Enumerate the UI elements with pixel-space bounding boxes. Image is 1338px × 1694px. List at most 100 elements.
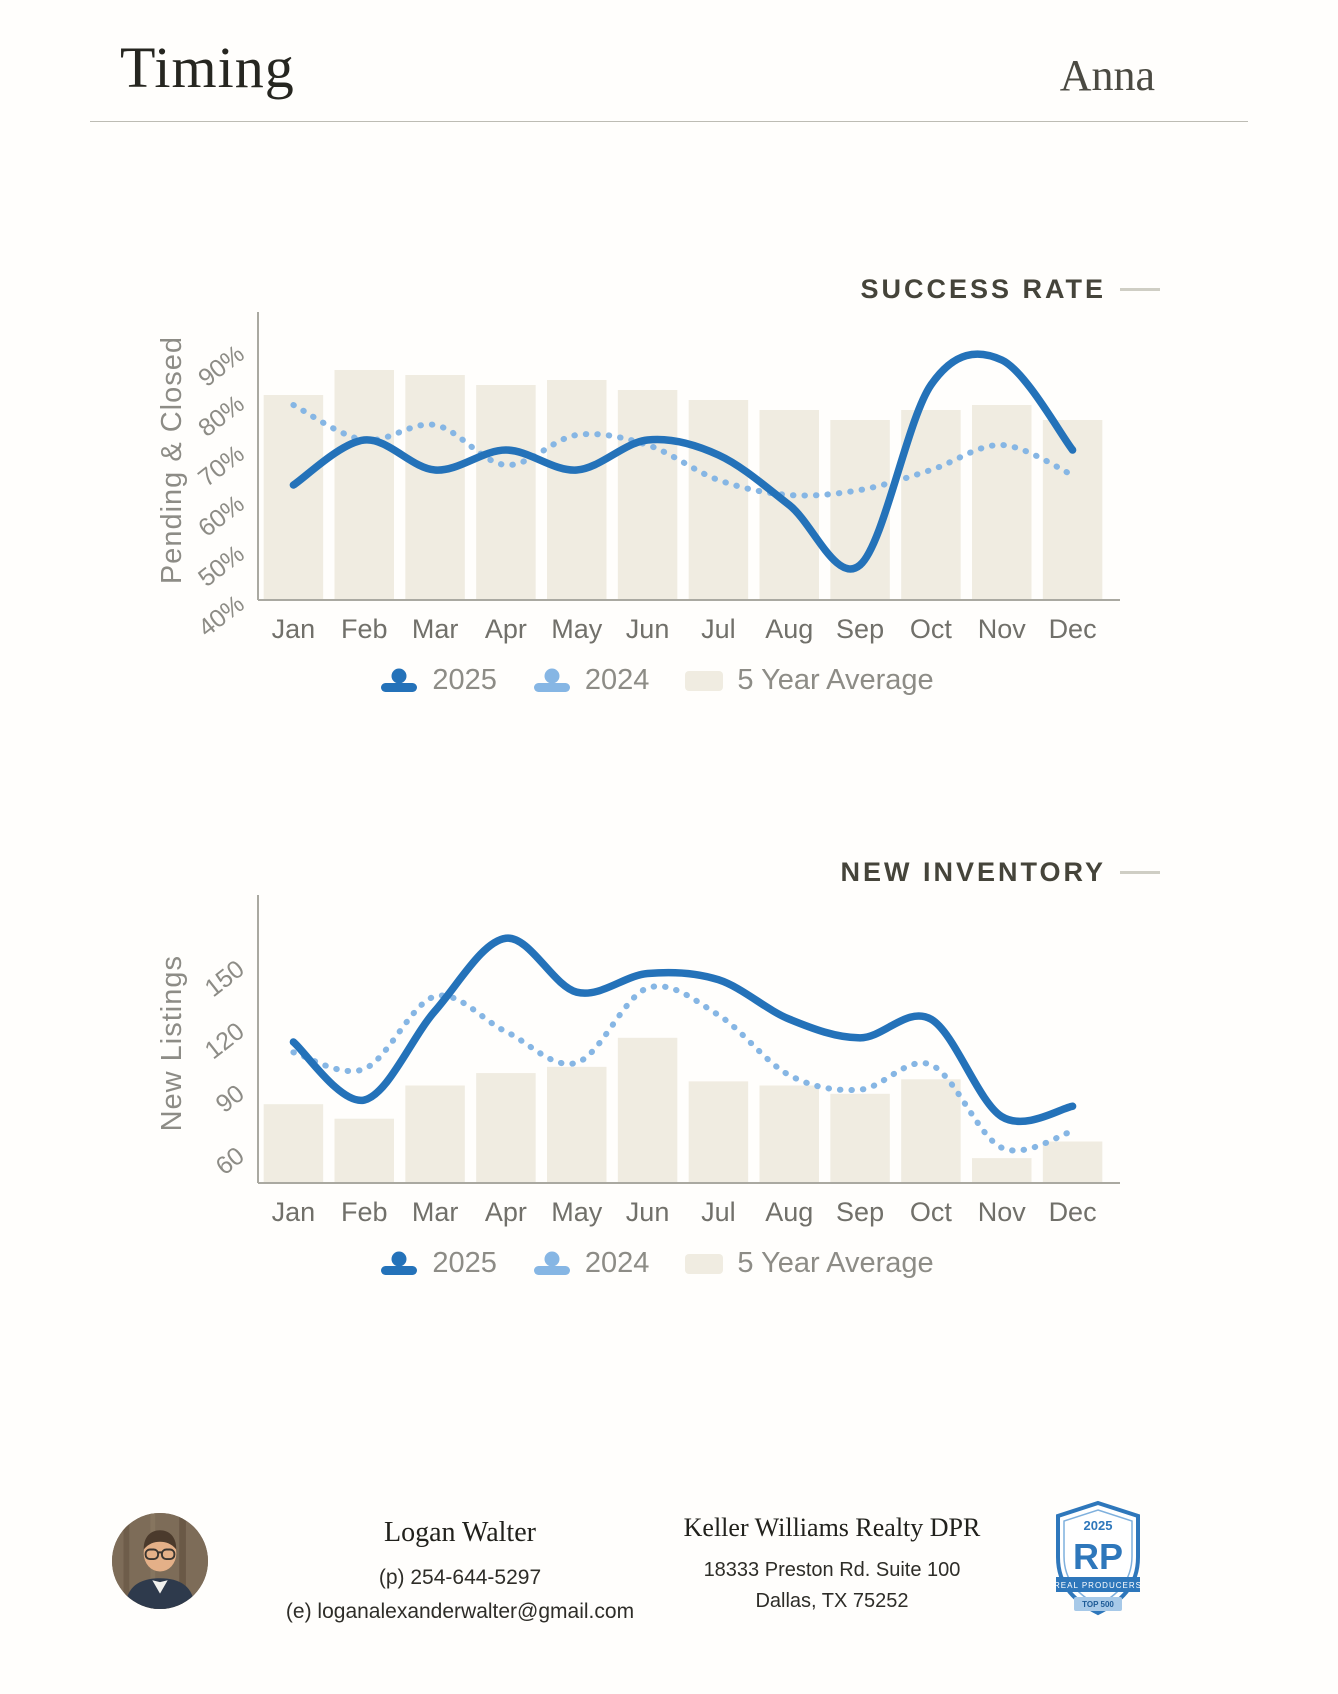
bar-Mar xyxy=(405,1085,465,1183)
office-info: Keller Williams Realty DPR 18333 Preston… xyxy=(652,1513,1012,1617)
x-tick-label: Jul xyxy=(701,614,736,644)
legend-item-2024: 2024 xyxy=(529,664,650,697)
y-tick-label: 120 xyxy=(200,1017,250,1065)
bar-May xyxy=(547,1066,607,1183)
agent-name: Logan Walter xyxy=(384,1517,536,1548)
legend-item-5-year-average: 5 Year Average xyxy=(681,664,934,697)
bar-Sep xyxy=(830,420,890,600)
x-tick-label: Apr xyxy=(485,1197,527,1227)
legend-line-marker-icon xyxy=(533,1251,570,1275)
x-tick-label: Mar xyxy=(412,1197,459,1227)
x-tick-label: Sep xyxy=(836,614,884,644)
title-rule xyxy=(1120,288,1160,291)
legend-bar-swatch xyxy=(685,670,724,691)
x-tick-label: Aug xyxy=(765,614,813,644)
legend-line-marker-icon xyxy=(381,668,418,692)
x-tick-label: Nov xyxy=(978,1197,1027,1227)
badge-letters: RP xyxy=(1073,1536,1123,1577)
bar-Sep xyxy=(830,1093,890,1183)
legend-label: 2025 xyxy=(432,664,497,696)
chart-title-row: SUCCESS RATE xyxy=(860,274,1160,305)
bar-Oct xyxy=(901,1079,961,1183)
bar-Jan xyxy=(263,1104,324,1183)
chart-title: NEW INVENTORY xyxy=(840,857,1106,887)
agent-contact: Logan Walter (p) 254-644-5297 (e) logana… xyxy=(268,1517,652,1628)
y-tick-label: 60 xyxy=(211,1142,250,1181)
bar-Nov xyxy=(972,405,1032,600)
badge-rank: TOP 500 xyxy=(1082,1600,1114,1609)
line-2024 xyxy=(290,402,1076,499)
city-name: Anna xyxy=(1059,51,1155,100)
legend-bar-swatch xyxy=(685,1253,724,1274)
agent-email: (e) loganalexanderwalter@gmail.com xyxy=(285,1599,635,1623)
y-tick-label: 40% xyxy=(193,590,250,643)
x-tick-label: Dec xyxy=(1049,614,1097,644)
legend-label: 5 Year Average xyxy=(737,664,934,696)
page-title: Timing xyxy=(120,35,295,100)
y-tick-label: 50% xyxy=(193,540,250,593)
x-tick-label: Oct xyxy=(910,1197,953,1227)
title-rule xyxy=(1120,871,1160,874)
legend-item-5-year-average: 5 Year Average xyxy=(681,1247,934,1280)
badge-label: REAL PRODUCERS xyxy=(1054,1581,1142,1590)
bar-Feb xyxy=(334,1118,394,1183)
bar-Jun xyxy=(617,390,678,600)
x-tick-label: Mar xyxy=(412,614,459,644)
legend-label: 2024 xyxy=(584,664,650,696)
x-tick-label: Oct xyxy=(910,614,953,644)
bar-Jul xyxy=(688,400,749,600)
bar-Apr xyxy=(476,385,536,600)
office-address-line1: 18333 Preston Rd. Suite 100 xyxy=(703,1559,961,1581)
header-divider xyxy=(90,121,1248,122)
y-tick-label: 90% xyxy=(193,340,250,393)
x-tick-label: Feb xyxy=(341,614,388,644)
x-tick-label: Aug xyxy=(765,1197,813,1227)
bar-Jul xyxy=(688,1081,749,1183)
agent-photo-illustration xyxy=(112,1513,208,1609)
y-tick-label: 70% xyxy=(193,440,250,493)
legend-line-marker-icon xyxy=(533,668,570,692)
footer: Logan Walter (p) 254-644-5297 (e) logana… xyxy=(0,1495,1338,1675)
legend-line-marker-icon xyxy=(381,1251,418,1275)
chart-title-row: NEW INVENTORY xyxy=(840,857,1160,888)
legend-item-2025: 2025 xyxy=(376,664,497,697)
bar-Jan xyxy=(263,395,324,600)
new-inventory-chart: NEW INVENTORY New Listings 60 90 120 150 Jan… xyxy=(150,845,1160,1290)
x-tick-label: Sep xyxy=(836,1197,884,1227)
x-tick-label: Jan xyxy=(272,614,316,644)
agent-phone: (p) 254-644-5297 xyxy=(378,1566,542,1589)
legend-item-2025: 2025 xyxy=(376,1247,497,1280)
x-tick-label: Apr xyxy=(485,614,527,644)
y-tick-label: 60% xyxy=(193,490,250,543)
chart-canvas: 40%50%60%70%80%90% Jan Feb Mar Apr May Jun Jul A… xyxy=(193,312,1120,644)
x-tick-label: Jan xyxy=(272,1197,316,1227)
real-producers-badge: 2025 RP REAL PRODUCERS TOP 500 xyxy=(1046,1499,1150,1623)
x-tick-label: Nov xyxy=(978,614,1027,644)
line-2025 xyxy=(289,934,1077,1126)
x-tick-label: Jun xyxy=(626,1197,670,1227)
x-tick-label: Dec xyxy=(1049,1197,1097,1227)
agent-photo xyxy=(112,1513,208,1609)
legend-label: 5 Year Average xyxy=(737,1247,934,1279)
chart-legend: 2025 2024 5 Year Average xyxy=(150,664,1160,697)
x-tick-label: Jul xyxy=(701,1197,736,1227)
bar-Mar xyxy=(405,375,465,600)
bar-May xyxy=(547,380,607,600)
bar-Feb xyxy=(334,370,394,600)
bar-Dec xyxy=(1042,1141,1103,1183)
chart-plot-area: 40% 50% 60% 70% 80% 90% Jan Feb Mar Apr May Jun Jul A… xyxy=(150,310,1160,650)
y-tick-label: 150 xyxy=(200,955,250,1003)
chart-plot-area: 60 90 120 150 Jan Feb Mar Apr May Jun Jul Aug Sep Oct… xyxy=(150,893,1160,1233)
chart-title: SUCCESS RATE xyxy=(860,274,1106,304)
legend-label: 2024 xyxy=(584,1247,650,1279)
office-name: Keller Williams Realty DPR xyxy=(683,1513,981,1542)
bar-Apr xyxy=(476,1073,536,1183)
bar-Nov xyxy=(972,1158,1032,1183)
chart-canvas: 60 90 120 150 Jan Feb Mar Apr May Jun Jul Aug Sep Oct… xyxy=(200,895,1120,1227)
x-tick-label: Feb xyxy=(341,1197,388,1227)
legend-item-2024: 2024 xyxy=(529,1247,650,1280)
success-rate-chart: SUCCESS RATE Pending & Closed 40% 50% 60% 7… xyxy=(150,262,1160,702)
line-2025 xyxy=(289,350,1077,573)
bar-Aug xyxy=(759,1085,819,1183)
